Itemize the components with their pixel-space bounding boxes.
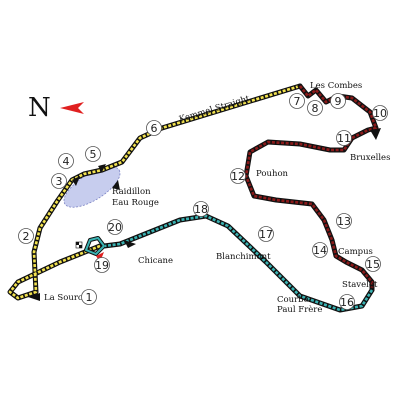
corner-number: 19 <box>95 259 109 272</box>
corner-number: 10 <box>373 107 387 120</box>
paul-frere-label: Paul Frère <box>277 304 322 315</box>
corner-circle-icon <box>51 173 67 189</box>
north-label: N <box>28 93 51 123</box>
raidillon-pointer-b-icon <box>98 164 106 172</box>
corner-circle-icon <box>258 226 274 242</box>
corner-number: 9 <box>335 95 342 108</box>
corner-marker-18: 18 <box>193 201 209 217</box>
chicane-label: Chicane <box>138 256 173 266</box>
corner-number: 1 <box>86 291 93 304</box>
corner-number: 5 <box>90 148 97 161</box>
corner-circle-icon <box>85 146 101 162</box>
corner-marker-10: 10 <box>372 105 388 121</box>
corner-number: 17 <box>259 228 273 241</box>
raidillon-pointer-a-icon <box>72 176 80 186</box>
eau-rouge-label: Eau Rouge <box>112 198 159 208</box>
corner-circle-icon <box>336 213 352 229</box>
corner-marker-13: 13 <box>336 213 352 229</box>
corner-marker-7: 7 <box>289 93 305 109</box>
corner-number: 16 <box>340 296 354 309</box>
sector-1-track <box>7 83 303 301</box>
bruxelles-arrow-icon <box>370 128 381 140</box>
corner-circle-icon <box>336 130 352 146</box>
corner-number: 11 <box>337 132 351 145</box>
corner-marker-16: 16 <box>339 294 355 310</box>
corner-number: 2 <box>23 230 30 243</box>
corner-marker-6: 6 <box>146 120 162 136</box>
corner-marker-2: 2 <box>18 228 34 244</box>
corner-circle-icon <box>18 228 34 244</box>
start-finish-icon <box>75 241 83 249</box>
corner-circle-icon <box>193 201 209 217</box>
corner-number: 15 <box>366 258 380 271</box>
corner-marker-3: 3 <box>51 173 67 189</box>
la-source-pointer-icon <box>28 293 40 301</box>
eau-rouge-pointer-icon <box>112 180 120 190</box>
corner-circle-icon <box>372 105 388 121</box>
corner-marker-20: 20 <box>107 219 123 235</box>
corner-circle-icon <box>107 219 123 235</box>
corner-marker-15: 15 <box>365 256 381 272</box>
corner-number: 13 <box>337 215 351 228</box>
campus-label: Campus <box>338 247 373 257</box>
bruxelles-label: Bruxelles <box>350 153 390 163</box>
eau-rouge-highlight <box>63 166 121 208</box>
corner-circle-icon <box>81 289 97 305</box>
corner-circle-icon <box>312 242 328 258</box>
corner-circle-icon <box>146 120 162 136</box>
corner-number: 7 <box>294 95 301 108</box>
corner-circle-icon <box>230 168 246 184</box>
corner-circle-icon <box>365 256 381 272</box>
corner-number: 14 <box>313 244 327 257</box>
corner-marker-11: 11 <box>336 130 352 146</box>
corner-marker-14: 14 <box>312 242 328 258</box>
corner-number: 20 <box>108 221 122 234</box>
corner-circle-icon <box>289 93 305 109</box>
corner-marker-8: 8 <box>307 100 323 116</box>
corner-marker-9: 9 <box>330 93 346 109</box>
blanchimont-label: Blanchimont <box>216 252 271 262</box>
corner-marker-19: 19 <box>94 257 110 273</box>
corner-marker-17: 17 <box>258 226 274 242</box>
corner-circle-icon <box>307 100 323 116</box>
corner-number: 18 <box>194 203 208 216</box>
corner-marker-1: 1 <box>81 289 97 305</box>
raidillon-label: Raidillon <box>112 187 151 197</box>
corner-number: 3 <box>56 175 63 188</box>
les-combes-label: Les Combes <box>310 81 362 91</box>
corner-circle-icon <box>58 153 74 169</box>
la-source-label: La Source <box>44 293 88 303</box>
corner-circle-icon <box>94 257 110 273</box>
stavelot-label: Stavelot <box>342 280 378 290</box>
north-arrow-icon <box>60 102 84 114</box>
chicane-pointer-icon <box>124 240 136 248</box>
pouhon-label: Pouhon <box>256 169 289 179</box>
corner-marker-12: 12 <box>230 168 246 184</box>
corner-marker-4: 4 <box>58 153 74 169</box>
kemmel-straight-label: Kemmel Straight <box>178 94 251 125</box>
corner-number: 4 <box>63 155 70 168</box>
courbe-label: Courbe <box>277 295 309 305</box>
corner-number: 12 <box>231 170 245 183</box>
pit-flag-icon <box>96 252 104 262</box>
corner-number: 8 <box>312 102 319 115</box>
corner-marker-5: 5 <box>85 146 101 162</box>
corner-circle-icon <box>339 294 355 310</box>
corner-number: 6 <box>151 122 158 135</box>
corner-circle-icon <box>330 93 346 109</box>
